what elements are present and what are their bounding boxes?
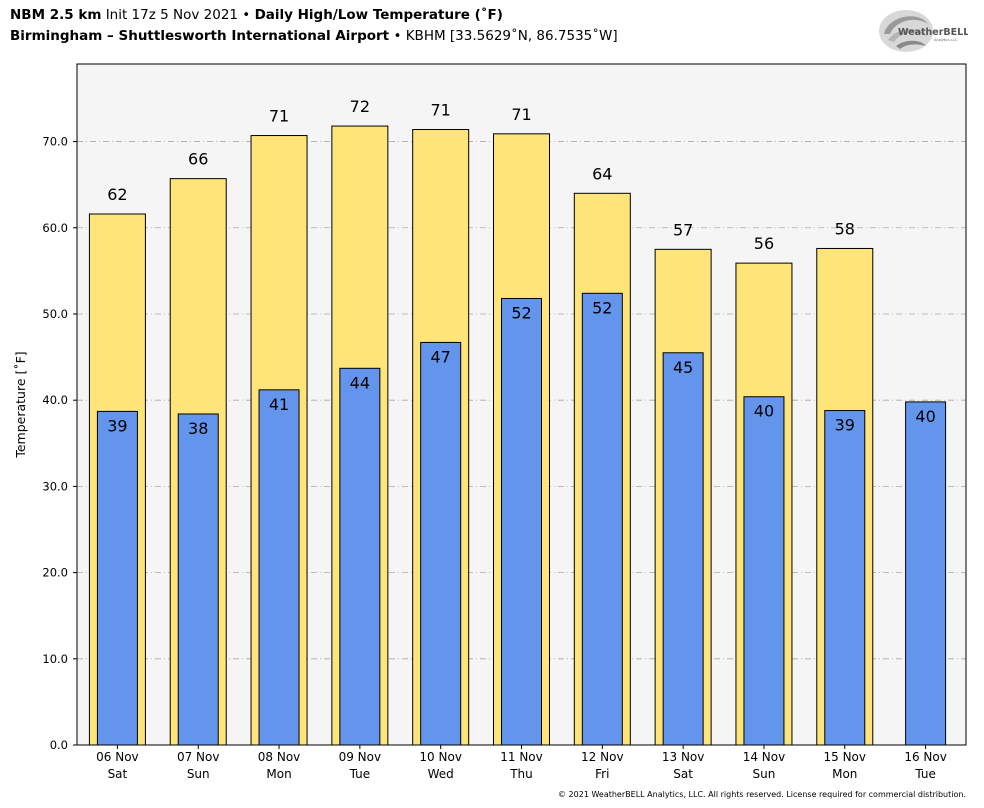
low-value-label: 52 [592, 298, 612, 317]
chart-title: Daily High/Low Temperature (˚F) [254, 7, 503, 23]
low-bar [581, 292, 623, 746]
x-tick-label-date: 07 Nov [177, 750, 220, 764]
low-bar [177, 413, 219, 746]
low-value-label: 40 [915, 407, 935, 426]
x-tick-label-day: Sun [187, 767, 210, 781]
high-value-label: 66 [188, 150, 208, 169]
logo-text: WeatherBELL [898, 27, 968, 38]
high-value-label: 64 [592, 164, 612, 183]
x-tick-label-day: Sun [753, 767, 776, 781]
copyright-footer: © 2021 WeatherBELL Analytics, LLC. All r… [558, 790, 966, 799]
y-tick-label: 0.0 [50, 738, 68, 752]
high-value-label: 72 [350, 97, 370, 116]
x-tick-label-day: Thu [509, 767, 533, 781]
y-axis: 0.0 10.0 20.0 30.0 40.0 50.0 60.0 70.0 [42, 135, 77, 752]
x-tick-label-day: Sat [673, 767, 693, 781]
low-value-label: 52 [511, 303, 531, 322]
low-bar [662, 352, 704, 746]
low-value-label: 39 [835, 416, 855, 435]
weatherbell-logo: WeatherBELL Analytics LLC [876, 6, 969, 56]
low-value-label: 47 [431, 347, 451, 366]
low-temperature-bars [96, 292, 947, 746]
low-value-label: 38 [188, 419, 208, 438]
high-value-label: 71 [269, 107, 289, 126]
high-value-label: 62 [107, 185, 127, 204]
header-line-1: NBM 2.5 km Init 17z 5 Nov 2021 • Daily H… [10, 5, 618, 26]
x-tick-label-day: Wed [428, 767, 454, 781]
x-tick-label-day: Mon [832, 767, 857, 781]
x-tick-label-day: Tue [914, 767, 936, 781]
x-tick-label-date: 15 Nov [824, 750, 867, 764]
high-value-label: 71 [511, 105, 531, 124]
y-tick-label: 30.0 [42, 479, 68, 493]
y-tick-label: 20.0 [42, 566, 68, 580]
y-tick-label: 70.0 [42, 135, 68, 149]
x-axis: 06 Nov Sat 07 Nov Sun 08 Nov Mon 09 Nov Tue 10 N… [96, 745, 947, 781]
x-tick-label-date: 10 Nov [419, 750, 462, 764]
x-tick-label-day: Mon [266, 767, 291, 781]
x-tick-label-date: 12 Nov [581, 750, 624, 764]
y-axis-label: Temperature [˚F] [13, 351, 28, 458]
low-bar [743, 396, 785, 746]
x-tick-label-day: Tue [349, 767, 371, 781]
x-tick-label-date: 16 Nov [904, 750, 947, 764]
init-time: Init 17z 5 Nov 2021 [105, 7, 238, 23]
bullet-separator: • [242, 7, 251, 23]
low-value-label: 40 [754, 402, 774, 421]
weatherbell-swirl-logo-icon: WeatherBELL Analytics LLC [879, 10, 969, 52]
low-value-label: 41 [269, 395, 289, 414]
chart-header: NBM 2.5 km Init 17z 5 Nov 2021 • Daily H… [10, 5, 618, 47]
station-name: Birmingham – Shuttlesworth International… [10, 28, 390, 44]
low-value-label: 44 [350, 373, 370, 392]
x-tick-label-day: Fri [595, 767, 609, 781]
y-tick-label: 50.0 [42, 307, 68, 321]
low-bar [420, 341, 462, 746]
high-value-label: 71 [431, 101, 451, 120]
x-tick-label-date: 13 Nov [662, 750, 705, 764]
x-tick-label-date: 09 Nov [339, 750, 382, 764]
low-value-label: 39 [107, 416, 127, 435]
low-bar [824, 410, 866, 746]
logo-subtext: Analytics LLC [934, 38, 958, 42]
station-meta: KBHM [33.5629˚N, 86.7535˚W] [405, 28, 618, 44]
high-value-label: 57 [673, 220, 693, 239]
low-bar [905, 401, 947, 746]
y-tick-label: 10.0 [42, 652, 68, 666]
low-value-label: 45 [673, 358, 693, 377]
y-tick-label: 60.0 [42, 221, 68, 235]
low-bar [339, 367, 381, 746]
low-bar [501, 297, 542, 746]
x-tick-label-day: Sat [108, 767, 128, 781]
model-name: NBM 2.5 km [10, 7, 102, 23]
y-tick-label: 40.0 [42, 393, 68, 407]
high-value-label: 56 [754, 234, 774, 253]
x-tick-label-date: 06 Nov [96, 750, 139, 764]
x-tick-label-date: 14 Nov [743, 750, 786, 764]
bar-value-labels: 62 39 66 38 71 41 72 44 71 47 71 52 64 52 57 45 56 40 58 39… [107, 97, 936, 438]
header-line-2: Birmingham – Shuttlesworth International… [10, 26, 618, 47]
low-bar [258, 389, 300, 746]
x-tick-label-date: 11 Nov [500, 750, 543, 764]
x-tick-label-date: 08 Nov [258, 750, 301, 764]
low-bar [96, 410, 138, 746]
high-value-label: 58 [835, 219, 855, 238]
bullet-separator: • [393, 28, 402, 44]
